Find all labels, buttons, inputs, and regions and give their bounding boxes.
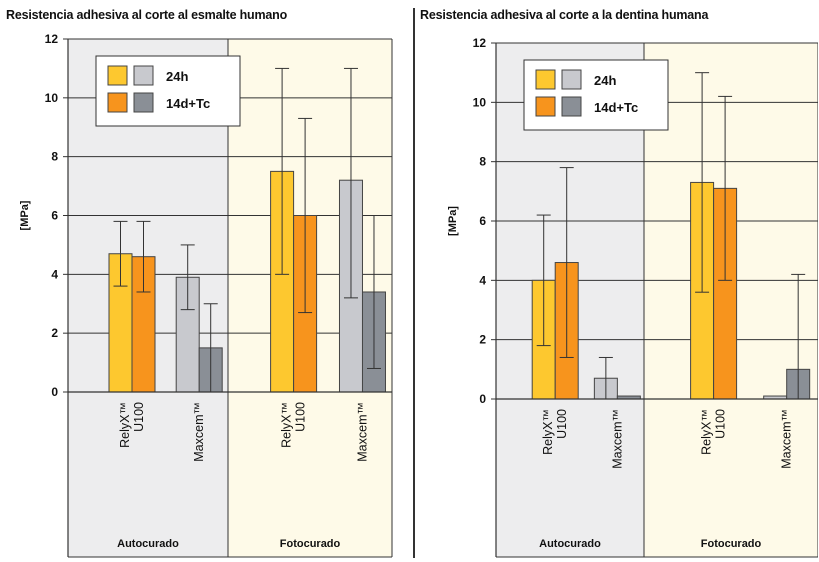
section-label: Autocurado: [539, 538, 601, 550]
y-axis-label: [MPa]: [447, 206, 459, 236]
category-label: U100: [132, 402, 146, 432]
y-tick-label: 12: [45, 32, 59, 46]
right-chart-title: Resistencia adhesiva al corte a la denti…: [420, 8, 709, 22]
left-chart-title: Resistencia adhesiva al corte al esmalte…: [6, 8, 288, 22]
category-label: RelyX™: [118, 402, 132, 448]
legend-swatch: [133, 92, 154, 113]
legend-swatch: [107, 65, 128, 86]
category-label: Maxcem™: [355, 402, 369, 462]
category-label: Maxcem™: [192, 402, 206, 462]
y-tick-label: 12: [473, 36, 487, 50]
legend-swatch: [561, 69, 582, 90]
legend: 24h 14d+Tc: [523, 59, 669, 131]
category-label: RelyX™: [700, 409, 714, 455]
legend-swatch: [107, 92, 128, 113]
category-label: Maxcem™: [610, 409, 624, 469]
legend-label: 24h: [594, 73, 616, 88]
category-label: U100: [555, 409, 569, 439]
legend-label: 14d+Tc: [166, 96, 210, 111]
legend-label: 14d+Tc: [594, 100, 638, 115]
legend-swatch: [561, 96, 582, 117]
y-tick-label: 8: [51, 150, 58, 164]
y-axis-label: [MPa]: [19, 200, 31, 230]
section-label: Fotocurado: [280, 538, 341, 550]
legend-swatch: [133, 65, 154, 86]
y-tick-label: 4: [51, 267, 58, 281]
y-tick-label: 6: [51, 209, 58, 223]
section-label: Autocurado: [117, 538, 179, 550]
y-tick-label: 8: [479, 155, 486, 169]
y-tick-label: 10: [473, 95, 487, 109]
y-tick-label: 0: [479, 392, 486, 406]
y-tick-label: 2: [479, 333, 486, 347]
category-label: Maxcem™: [780, 409, 794, 469]
legend-swatch: [535, 69, 556, 90]
section-label: Fotocurado: [701, 538, 762, 550]
y-tick-label: 10: [45, 91, 59, 105]
panel-divider: [413, 8, 415, 558]
y-tick-label: 2: [51, 326, 58, 340]
category-label: U100: [294, 402, 308, 432]
category-label: U100: [714, 409, 728, 439]
y-tick-label: 0: [51, 385, 58, 399]
y-tick-label: 4: [479, 273, 486, 287]
legend-label: 24h: [166, 69, 188, 84]
legend-swatch: [535, 96, 556, 117]
category-label: RelyX™: [280, 402, 294, 448]
category-label: RelyX™: [541, 409, 555, 455]
legend: 24h 14d+Tc: [95, 55, 241, 127]
y-tick-label: 6: [479, 214, 486, 228]
